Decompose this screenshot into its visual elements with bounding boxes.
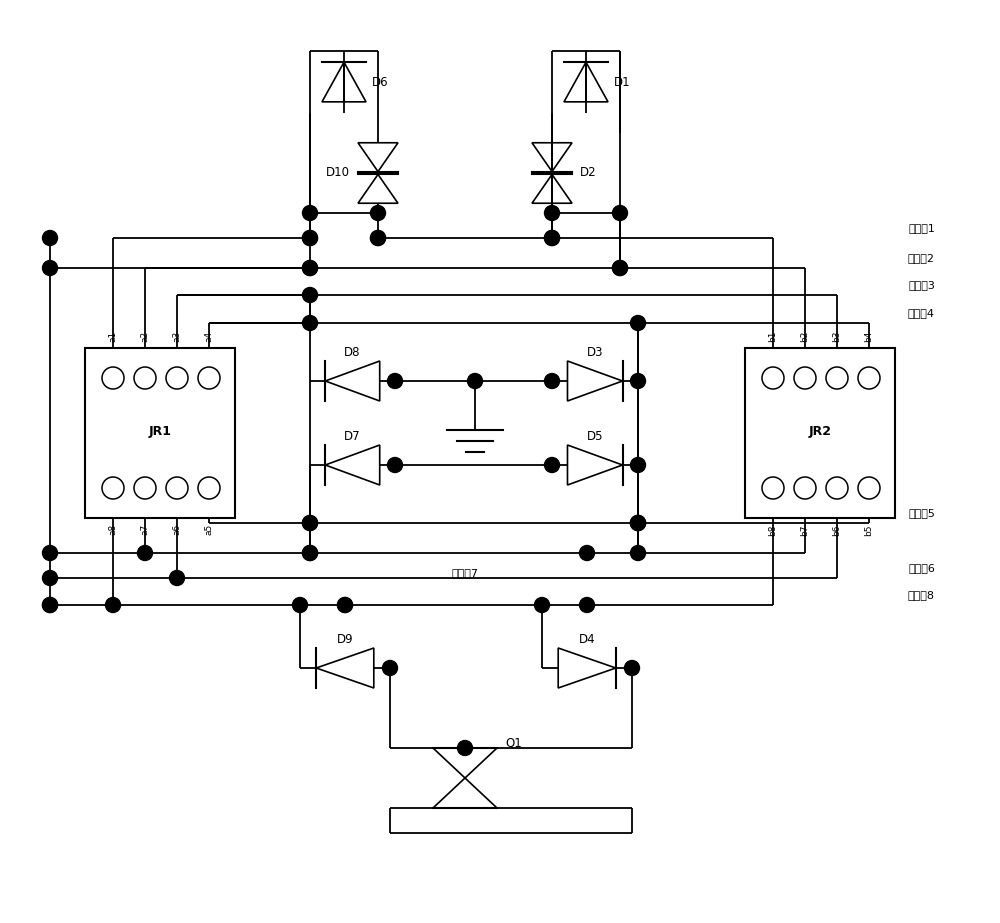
- Circle shape: [302, 231, 318, 246]
- Circle shape: [302, 516, 318, 531]
- Circle shape: [42, 260, 58, 275]
- Circle shape: [580, 545, 594, 560]
- Text: 信号线3: 信号线3: [908, 280, 935, 290]
- Circle shape: [302, 231, 318, 246]
- Circle shape: [388, 458, 402, 473]
- Text: D6: D6: [372, 76, 389, 89]
- Circle shape: [42, 570, 58, 585]
- Text: a7: a7: [140, 524, 150, 535]
- Bar: [745, 348, 895, 518]
- Text: b6: b6: [833, 524, 842, 535]
- Text: a4: a4: [205, 330, 214, 342]
- Text: JR1: JR1: [148, 425, 172, 438]
- Text: a6: a6: [173, 524, 182, 535]
- Circle shape: [388, 374, 402, 389]
- Circle shape: [458, 740, 473, 756]
- Text: 信号线4: 信号线4: [908, 308, 935, 318]
- Text: a5: a5: [205, 524, 214, 535]
- Text: a2: a2: [140, 330, 150, 342]
- Circle shape: [338, 597, 352, 613]
- Circle shape: [631, 374, 646, 389]
- Text: b2: b2: [801, 330, 810, 342]
- Text: D1: D1: [614, 76, 631, 89]
- Text: 信号线8: 信号线8: [908, 590, 935, 600]
- Text: JR2: JR2: [808, 425, 831, 438]
- Circle shape: [631, 458, 646, 473]
- Text: a8: a8: [108, 524, 118, 535]
- Text: a1: a1: [108, 330, 118, 342]
- Circle shape: [302, 287, 318, 303]
- Circle shape: [42, 597, 58, 613]
- Circle shape: [370, 206, 386, 221]
- Text: a3: a3: [173, 330, 182, 342]
- Circle shape: [302, 516, 318, 531]
- Circle shape: [302, 545, 318, 560]
- Circle shape: [170, 570, 184, 585]
- Circle shape: [631, 516, 646, 531]
- Circle shape: [612, 206, 628, 221]
- Text: 信号线7: 信号线7: [452, 568, 479, 578]
- Text: b8: b8: [768, 524, 778, 535]
- Text: 信号线2: 信号线2: [908, 253, 935, 263]
- Circle shape: [370, 231, 386, 246]
- Text: D5: D5: [587, 430, 603, 443]
- Circle shape: [544, 206, 560, 221]
- Text: 信号线5: 信号线5: [908, 508, 935, 518]
- Circle shape: [580, 597, 594, 613]
- Circle shape: [292, 597, 308, 613]
- Circle shape: [544, 458, 560, 473]
- Circle shape: [302, 545, 318, 560]
- Text: b5: b5: [865, 524, 874, 535]
- Bar: [85, 348, 235, 518]
- Circle shape: [544, 374, 560, 389]
- Circle shape: [612, 260, 628, 275]
- Text: b3: b3: [833, 330, 842, 342]
- Text: 信号线6: 信号线6: [908, 563, 935, 573]
- Circle shape: [631, 516, 646, 531]
- Circle shape: [631, 545, 646, 560]
- Text: D8: D8: [344, 346, 361, 359]
- Circle shape: [383, 661, 398, 676]
- Circle shape: [468, 374, 482, 389]
- Circle shape: [42, 597, 58, 613]
- Text: b1: b1: [768, 330, 778, 342]
- Circle shape: [370, 231, 386, 246]
- Text: D9: D9: [337, 633, 353, 646]
- Circle shape: [42, 231, 58, 246]
- Circle shape: [138, 545, 152, 560]
- Text: b7: b7: [801, 524, 810, 535]
- Circle shape: [42, 545, 58, 560]
- Text: b4: b4: [865, 330, 874, 342]
- Text: D4: D4: [579, 633, 595, 646]
- Text: Q1: Q1: [505, 737, 522, 749]
- Circle shape: [631, 516, 646, 531]
- Circle shape: [534, 597, 550, 613]
- Text: D7: D7: [344, 430, 361, 443]
- Text: D2: D2: [580, 166, 597, 179]
- Circle shape: [105, 597, 120, 613]
- Text: 信号线1: 信号线1: [908, 223, 935, 233]
- Circle shape: [302, 316, 318, 330]
- Circle shape: [338, 597, 352, 613]
- Text: D3: D3: [587, 346, 603, 359]
- Circle shape: [302, 260, 318, 275]
- Circle shape: [631, 316, 646, 330]
- Circle shape: [624, 661, 640, 676]
- Text: D10: D10: [326, 166, 350, 179]
- Circle shape: [612, 260, 628, 275]
- Circle shape: [544, 231, 560, 246]
- Circle shape: [302, 260, 318, 275]
- Circle shape: [544, 231, 560, 246]
- Circle shape: [302, 206, 318, 221]
